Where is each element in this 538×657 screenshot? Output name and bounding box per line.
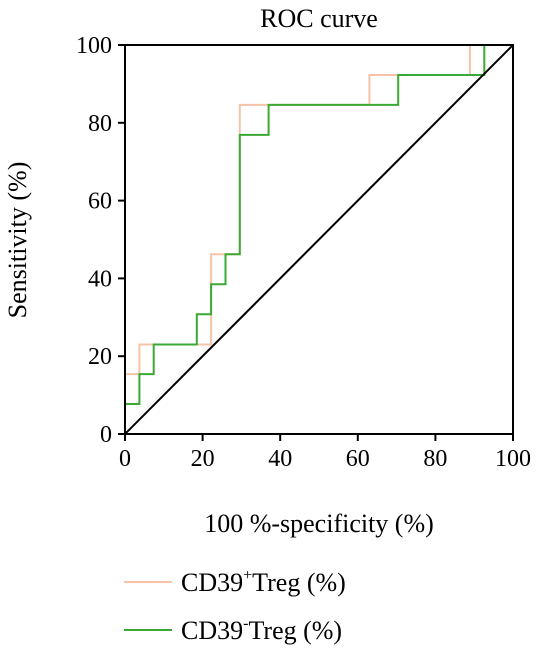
reference-diagonal-line [124, 44, 514, 435]
y-tick-label: 80 [88, 111, 112, 137]
chart-title: ROC curve [260, 4, 378, 33]
x-tick-label: 80 [423, 446, 447, 472]
x-tick-label: 0 [119, 446, 131, 472]
y-tick-label: 60 [88, 189, 112, 215]
y-tick-label: 0 [100, 422, 112, 448]
legend-label: CD39-Treg (%) [181, 615, 342, 645]
legend-label: CD39+Treg (%) [181, 567, 346, 597]
x-tick-label: 60 [346, 446, 370, 472]
legend: CD39+Treg (%) CD39-Treg (%) [124, 567, 346, 645]
x-tick-label: 100 [495, 446, 531, 472]
plot-frame [124, 44, 514, 435]
y-tick-label: 40 [88, 266, 112, 292]
y-axis-label: Sensitivity (%) [3, 162, 32, 319]
axes: 0 20 40 60 80 100 0 20 40 60 80 100 [76, 33, 531, 472]
x-axis-label: 100 %-specificity (%) [204, 509, 434, 538]
y-tick-label: 20 [88, 344, 112, 370]
plot-area [124, 44, 514, 435]
series-line-cd39-treg- [124, 44, 513, 434]
x-tick-label: 40 [268, 446, 292, 472]
x-tick-label: 20 [191, 446, 215, 472]
y-tick-label: 100 [76, 33, 112, 59]
